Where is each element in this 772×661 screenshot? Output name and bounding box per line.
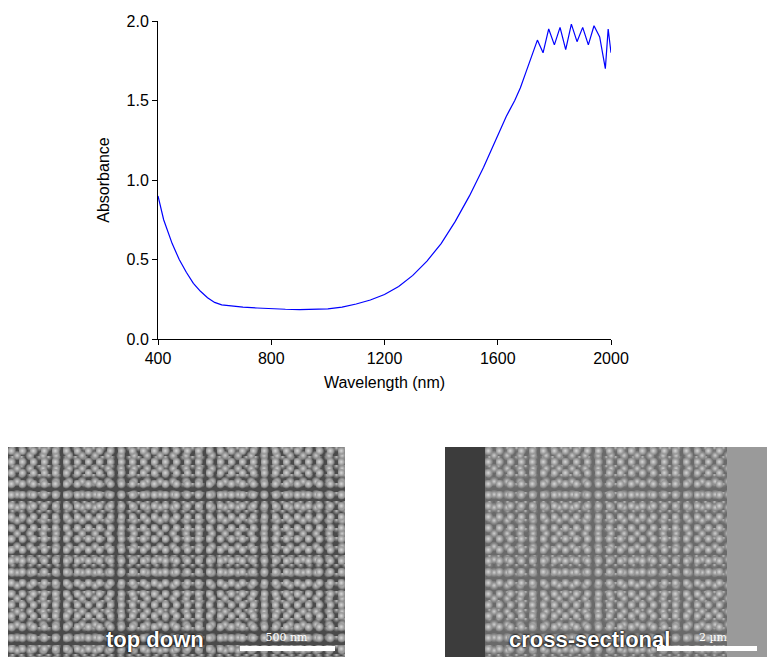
html-text:top down: top down [106,627,204,652]
svg-text:1.5: 1.5 [127,92,149,109]
svg-text:2.0: 2.0 [127,13,149,30]
svg-text:Wavelength (nm): Wavelength (nm) [324,374,445,391]
svg-text:1600: 1600 [480,350,516,367]
svg-text:2000: 2000 [593,350,629,367]
svg-text:400: 400 [145,350,172,367]
svg-text:1200: 1200 [367,350,403,367]
svg-text:Absorbance: Absorbance [95,137,112,222]
svg-text:800: 800 [258,350,285,367]
html-text:cross-sectional: cross-sectional [509,627,671,652]
html-text:2 µm: 2 µm [698,631,727,644]
svg-text:0.5: 0.5 [127,251,149,268]
svg-text:1.0: 1.0 [127,172,149,189]
html-text:500 nm: 500 nm [265,631,308,644]
svg-text:0.0: 0.0 [127,331,149,348]
